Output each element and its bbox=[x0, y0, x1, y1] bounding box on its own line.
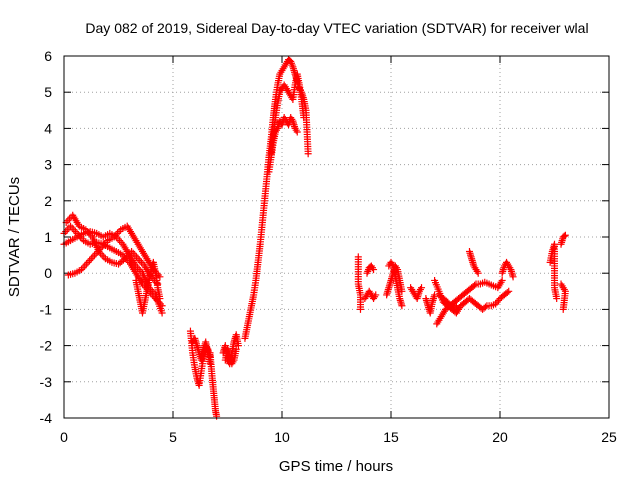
y-tick-label: -3 bbox=[40, 374, 53, 390]
chart-title: Day 082 of 2019, Sidereal Day-to-day VTE… bbox=[85, 20, 588, 36]
data-point bbox=[300, 114, 308, 122]
data-point bbox=[86, 257, 94, 265]
data-point bbox=[81, 262, 89, 270]
y-tick-label: 6 bbox=[44, 48, 52, 64]
y-tick-label: -4 bbox=[40, 410, 53, 426]
data-point bbox=[498, 276, 506, 284]
data-points bbox=[60, 56, 569, 420]
data-point bbox=[418, 284, 426, 292]
x-tick-label: 10 bbox=[274, 429, 290, 445]
data-point bbox=[82, 260, 90, 268]
data-point bbox=[559, 305, 567, 313]
data-point bbox=[136, 257, 144, 265]
data-point bbox=[119, 256, 127, 264]
data-point bbox=[63, 226, 71, 234]
y-tick-label: 1 bbox=[44, 229, 52, 245]
data-point bbox=[560, 232, 568, 240]
data-point bbox=[234, 342, 242, 350]
data-point bbox=[84, 258, 92, 266]
data-point bbox=[356, 305, 364, 313]
x-tick-label: 0 bbox=[60, 429, 68, 445]
data-point bbox=[68, 224, 76, 232]
data-point bbox=[370, 266, 378, 274]
x-tick-label: 20 bbox=[492, 429, 508, 445]
data-point bbox=[85, 229, 93, 237]
y-tick-label: 0 bbox=[44, 265, 52, 281]
data-point bbox=[398, 302, 406, 310]
y-tick-label: -2 bbox=[40, 338, 53, 354]
data-point bbox=[156, 295, 164, 303]
data-point bbox=[451, 303, 459, 311]
data-point bbox=[232, 345, 240, 353]
y-axis-label: SDTVAR / TECUs bbox=[6, 177, 23, 297]
data-point bbox=[116, 237, 124, 245]
data-point bbox=[474, 269, 482, 277]
x-tick-label: 5 bbox=[169, 429, 177, 445]
data-point bbox=[71, 228, 79, 236]
data-point bbox=[503, 289, 511, 297]
y-tick-label: 2 bbox=[44, 193, 52, 209]
data-point bbox=[471, 281, 479, 289]
data-point bbox=[137, 258, 145, 266]
x-axis-label: GPS time / hours bbox=[279, 458, 393, 475]
data-point bbox=[481, 303, 489, 311]
y-tick-label: 5 bbox=[44, 84, 52, 100]
data-point bbox=[553, 295, 561, 303]
y-tick-label: 3 bbox=[44, 157, 52, 173]
data-point bbox=[87, 255, 95, 263]
data-point bbox=[91, 251, 99, 259]
data-point bbox=[70, 226, 78, 234]
x-tick-label: 25 bbox=[601, 429, 617, 445]
data-point bbox=[89, 253, 97, 261]
data-point bbox=[304, 150, 312, 158]
data-point bbox=[156, 273, 164, 281]
data-point bbox=[213, 412, 221, 420]
plot-frame bbox=[63, 55, 610, 419]
data-point bbox=[62, 228, 70, 236]
data-point bbox=[509, 273, 517, 281]
x-tick-label: 15 bbox=[383, 429, 399, 445]
data-point bbox=[158, 309, 166, 317]
data-point bbox=[452, 302, 460, 310]
grid bbox=[64, 56, 609, 418]
data-point bbox=[134, 255, 142, 263]
y-tick-label: 4 bbox=[44, 120, 52, 136]
data-point bbox=[293, 128, 301, 136]
y-tick-label: -1 bbox=[40, 301, 53, 317]
data-point bbox=[505, 287, 513, 295]
data-point bbox=[372, 291, 380, 299]
data-point bbox=[561, 231, 569, 239]
